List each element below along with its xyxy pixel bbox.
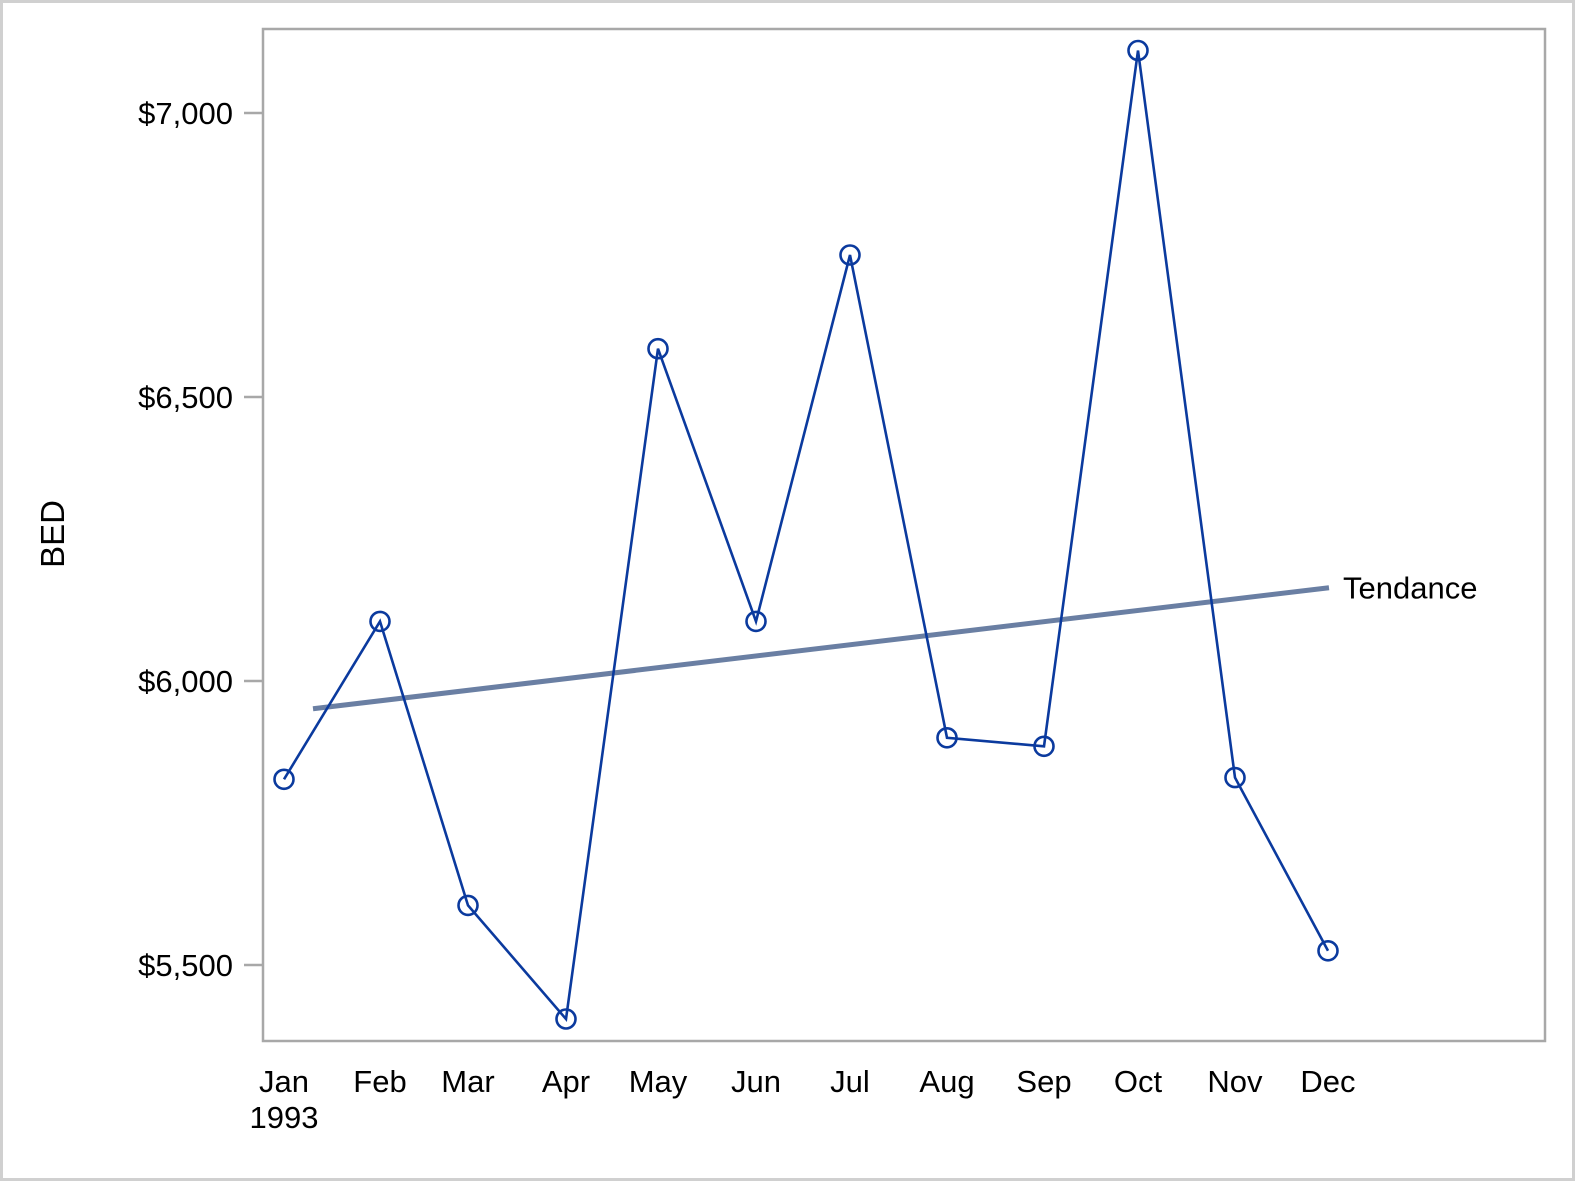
data-point-marker (1224, 766, 1246, 789)
x-tick-label: Jun (731, 1064, 781, 1099)
x-axis: Jan Feb Mar Apr May Jun Jul Aug Sep Oct Nov Dec 1993 (250, 1064, 1356, 1135)
data-point-marker (936, 726, 958, 749)
data-point-marker (555, 1008, 577, 1030)
x-tick-label: Jan (259, 1064, 309, 1099)
x-tick-label: Sep (1016, 1064, 1071, 1099)
data-point-marker (1317, 939, 1339, 962)
data-series (273, 39, 1339, 1030)
x-year-label: 1993 (250, 1100, 319, 1135)
x-tick-label: Aug (919, 1064, 974, 1099)
y-tick-label: $6,500 (138, 380, 233, 415)
x-tick-label: Jul (830, 1064, 870, 1099)
data-point-marker (1033, 735, 1055, 758)
data-point-marker (369, 610, 391, 633)
y-tick-label: $6,000 (138, 664, 233, 699)
plot-area (261, 27, 1547, 1043)
x-tick-label: Dec (1300, 1064, 1355, 1099)
y-tick-label: $7,000 (138, 96, 233, 131)
x-tick-label: Feb (353, 1064, 406, 1099)
x-tick-label: May (629, 1064, 688, 1099)
data-point-marker (1127, 39, 1149, 62)
data-point-marker (273, 768, 295, 791)
trend-line-path (312, 585, 1330, 712)
data-point-marker (457, 894, 479, 917)
y-axis: $7,000 $6,500 $6,000 $5,500 (138, 96, 263, 983)
x-tick-label: Apr (542, 1064, 590, 1099)
trend-line: Tendance (312, 571, 1477, 712)
x-tick-label: Oct (1114, 1064, 1163, 1099)
series-line (282, 50, 1330, 1023)
y-tick-label: $5,500 (138, 948, 233, 983)
data-point-marker (647, 337, 669, 360)
data-point-marker (839, 244, 861, 266)
data-point-marker (745, 610, 767, 633)
trend-label: Tendance (1343, 571, 1477, 606)
y-axis-title: BED (34, 500, 71, 568)
x-tick-label: Nov (1207, 1064, 1263, 1099)
x-tick-label: Mar (441, 1064, 494, 1099)
